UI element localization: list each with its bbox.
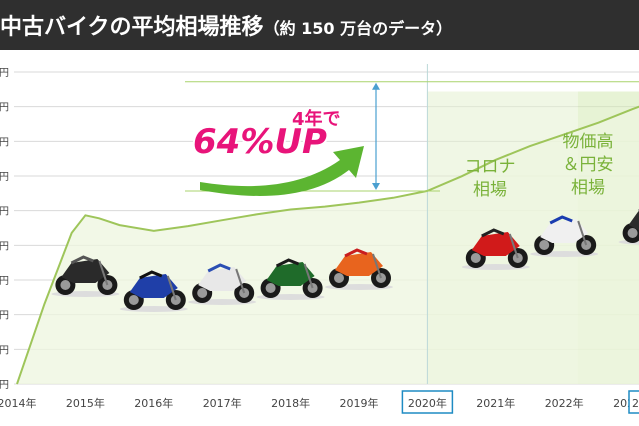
- x-tick-label: 2014年: [0, 396, 37, 410]
- bike-rear-hub: [334, 273, 344, 283]
- price-area: [17, 106, 639, 384]
- bike-seat: [481, 228, 505, 238]
- bike-fork: [235, 268, 246, 294]
- bike-rear-hub: [60, 280, 71, 290]
- x-tick-highlight-box: [401, 390, 454, 414]
- x-tick-label: 2018年: [271, 396, 310, 410]
- x-tick-label: 2017年: [203, 396, 242, 410]
- y-tick-label: 円: [0, 311, 9, 322]
- inflation-label-line2: ＆円安: [563, 155, 614, 175]
- bike-body: [198, 267, 247, 291]
- x-tick-label: 20: [632, 397, 639, 410]
- bike-seat: [344, 248, 368, 258]
- arrow-head-down: [372, 182, 380, 190]
- bike-body: [628, 210, 639, 231]
- bike-body: [266, 262, 315, 286]
- y-tick-label: 円: [0, 345, 9, 356]
- bike-body: [335, 252, 383, 276]
- scrambler-bike: [51, 255, 120, 297]
- y-tick-label: 円: [0, 241, 9, 252]
- bike-seat: [139, 270, 163, 280]
- bike-seat: [207, 263, 231, 273]
- orange-racing-bike: [325, 248, 393, 290]
- bike-fork: [372, 253, 382, 279]
- x-tick-label: 2022年: [545, 396, 584, 410]
- bike-rear-hub: [627, 228, 638, 238]
- corona-label-line2: 相場: [473, 180, 507, 200]
- inflation-label-line1: 物価高: [563, 132, 614, 152]
- title-bar: 中古バイクの平均相場推移（約 150 万台のデータ）: [0, 0, 639, 50]
- bike-fork: [508, 233, 519, 259]
- bike-seat: [549, 215, 573, 225]
- bike-rear-hub: [539, 240, 550, 250]
- price-line: [16, 105, 639, 385]
- inflation-label-line3: 相場: [571, 178, 605, 198]
- bike-fork: [166, 275, 177, 301]
- bike-rear-hub: [128, 295, 139, 305]
- bike-body: [129, 274, 178, 298]
- bike-seat: [275, 258, 300, 268]
- bike-fork: [303, 263, 314, 289]
- y-tick-label: 円: [0, 137, 9, 148]
- x-tick-label: 2019年: [340, 396, 379, 410]
- x-tick-label: 2020年: [408, 396, 447, 410]
- x-tick-label: 2016年: [134, 396, 173, 410]
- bike-fork: [577, 220, 588, 246]
- bike-body: [61, 259, 110, 283]
- x-tick-label: 2021年: [476, 396, 515, 410]
- chart-title-sub: （約 150 万台のデータ）: [263, 19, 453, 38]
- y-tick-label: 円: [0, 276, 9, 287]
- y-tick-label: 円: [0, 68, 9, 79]
- white-blue-sportbike: [188, 263, 257, 305]
- y-tick-label: 円: [0, 103, 9, 114]
- bike-body: [471, 232, 520, 256]
- x-tick-highlight-box: [628, 390, 639, 414]
- blue-sportbike: [119, 270, 188, 312]
- red-sportbike: [461, 228, 530, 270]
- chart-title: 中古バイクの平均相場推移（約 150 万台のデータ）: [0, 9, 452, 41]
- increase-label-top: 4年で: [292, 108, 341, 130]
- y-tick-label: 円: [0, 207, 9, 218]
- green-retro-bike: [256, 258, 325, 300]
- x-tick-label: 2015年: [66, 396, 105, 410]
- growth-swoosh-arrow: [200, 146, 364, 196]
- arrow-head-up: [372, 82, 380, 90]
- bike-seat: [70, 255, 94, 265]
- white-superbike: [530, 215, 599, 257]
- chart-title-main: 中古バイクの平均相場推移: [0, 15, 264, 40]
- bike-rear-hub: [265, 283, 276, 293]
- increase-label-main: 64%UP: [193, 122, 327, 162]
- bike-body: [540, 219, 589, 243]
- touring-bagger: [618, 209, 639, 245]
- bike-rear-hub: [470, 253, 481, 263]
- bike-fork: [98, 260, 109, 286]
- bike-rear-hub: [197, 288, 208, 298]
- y-tick-label: 円: [0, 380, 9, 391]
- y-tick-label: 円: [0, 172, 9, 183]
- corona-label-line1: コロナ: [465, 157, 516, 177]
